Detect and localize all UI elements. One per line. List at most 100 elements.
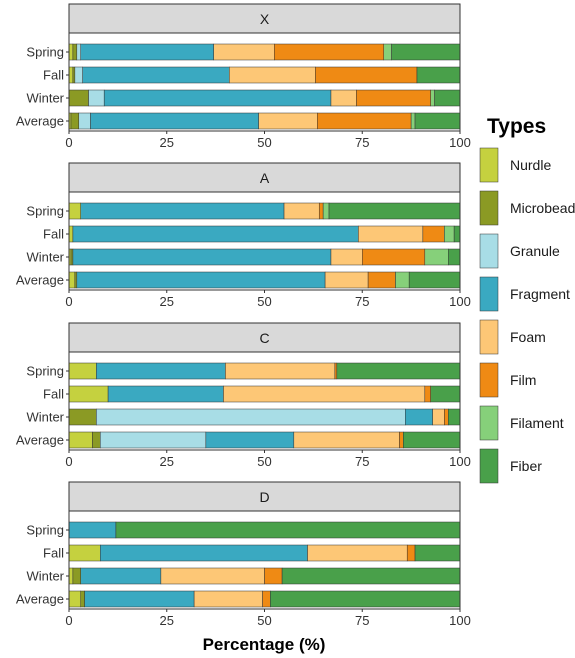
bar-segment-granule	[76, 43, 81, 61]
bar-segment-foam	[330, 248, 363, 266]
bar-segment-fiber	[414, 112, 461, 130]
x-tick-label: 25	[160, 454, 174, 469]
bar-segment-nurdle	[68, 362, 97, 380]
bar-segment-nurdle	[68, 431, 93, 449]
x-tick-label: 0	[65, 454, 72, 469]
bar-segment-fiber	[416, 66, 461, 84]
x-tick-label: 50	[257, 294, 271, 309]
legend-swatch	[479, 448, 499, 484]
bar-segment-fragment	[205, 431, 295, 449]
bar-segment-foam	[160, 567, 265, 585]
x-tick-label: 75	[355, 613, 369, 628]
x-axis-title: Percentage (%)	[203, 635, 326, 654]
x-tick-label: 25	[160, 135, 174, 150]
bar-segment-fragment	[80, 202, 285, 220]
bar-segment-microbead	[70, 112, 80, 130]
x-tick-label: 0	[65, 135, 72, 150]
bar-row-average	[68, 590, 461, 608]
bar-segment-nurdle	[68, 66, 74, 84]
legend-label: Foam	[510, 329, 546, 345]
bar-segment-nurdle	[68, 385, 109, 403]
x-tick-label: 100	[449, 135, 471, 150]
bar-row-spring	[68, 202, 461, 220]
x-tick-label: 0	[65, 294, 72, 309]
bar-segment-fiber	[391, 43, 461, 61]
legend-item-foam: Foam	[479, 319, 546, 355]
bar-segment-microbead	[70, 248, 74, 266]
bar-segment-granule	[74, 66, 83, 84]
bar-segment-film	[264, 567, 283, 585]
bar-segment-granule	[100, 431, 207, 449]
x-tick-label: 50	[257, 454, 271, 469]
bar-segment-film	[424, 385, 431, 403]
legend-item-microbead: Microbead	[479, 190, 575, 226]
legend-swatch	[479, 147, 499, 183]
bar-row-fall	[68, 544, 461, 562]
bar-segment-nurdle	[68, 202, 81, 220]
x-tick-label: 75	[355, 294, 369, 309]
bar-row-spring	[68, 362, 461, 380]
bar-segment-foam	[358, 225, 424, 243]
bar-segment-film	[318, 202, 324, 220]
bar-segment-fiber	[270, 590, 461, 608]
bar-segment-film	[262, 590, 271, 608]
y-tick-label: Fall	[43, 68, 64, 83]
legend-label: Fragment	[510, 286, 570, 302]
bar-row-fall	[68, 66, 461, 84]
legend-title: Types	[487, 115, 546, 138]
legend-items: Nurdle Microbead Granule Fragment Foam Film Fi…	[479, 147, 575, 484]
y-tick-label: Fall	[43, 387, 64, 402]
bar-segment-fiber	[115, 521, 461, 539]
bar-segment-filament	[424, 248, 449, 266]
facet-title: D	[259, 489, 269, 505]
y-tick-label: Fall	[43, 227, 64, 242]
bar-segment-microbead	[72, 43, 78, 61]
facet-strip	[68, 3, 461, 34]
bar-segment-fiber	[336, 362, 461, 380]
bar-segment-fragment	[100, 544, 308, 562]
x-tick-label: 50	[257, 135, 271, 150]
bar-segment-film	[274, 43, 385, 61]
x-tick-label: 100	[449, 613, 471, 628]
bar-segment-fragment	[82, 66, 230, 84]
y-tick-label: Spring	[26, 45, 64, 60]
bar-segment-film	[362, 248, 426, 266]
legend-item-fragment: Fragment	[479, 276, 570, 312]
bar-segment-foam	[283, 202, 320, 220]
legend-label: Microbead	[510, 200, 575, 216]
facet-strip	[68, 322, 461, 353]
x-tick-label: 75	[355, 135, 369, 150]
legend-item-nurdle: Nurdle	[479, 147, 551, 183]
bar-segment-filament	[383, 43, 392, 61]
legend-item-filament: Filament	[479, 405, 564, 441]
bar-row-average	[68, 431, 461, 449]
y-tick-label: Winter	[26, 569, 64, 584]
bar-segment-fragment	[107, 385, 224, 403]
y-tick-label: Spring	[26, 523, 64, 538]
y-tick-label: Winter	[26, 91, 64, 106]
y-tick-label: Spring	[26, 204, 64, 219]
legend-swatch	[479, 233, 499, 269]
bar-segment-film	[367, 271, 396, 289]
legend: Types Nurdle Microbead Granule Fragment Foam…	[479, 115, 575, 484]
y-tick-label: Fall	[43, 546, 64, 561]
bar-segment-foam	[324, 271, 369, 289]
bar-segment-fiber	[281, 567, 461, 585]
bar-segment-fragment	[80, 43, 214, 61]
bar-segment-fragment	[96, 362, 226, 380]
bar-segment-foam	[432, 408, 445, 426]
y-tick-label: Winter	[26, 410, 64, 425]
bar-segment-foam	[193, 590, 263, 608]
x-tick-label: 50	[257, 613, 271, 628]
bar-row-fall	[68, 385, 461, 403]
bar-segment-filament	[444, 225, 455, 243]
legend-swatch	[479, 362, 499, 398]
bar-segment-microbead	[68, 408, 97, 426]
x-tick-label: 25	[160, 613, 174, 628]
bar-segment-film	[334, 362, 338, 380]
y-tick-label: Average	[16, 114, 64, 129]
